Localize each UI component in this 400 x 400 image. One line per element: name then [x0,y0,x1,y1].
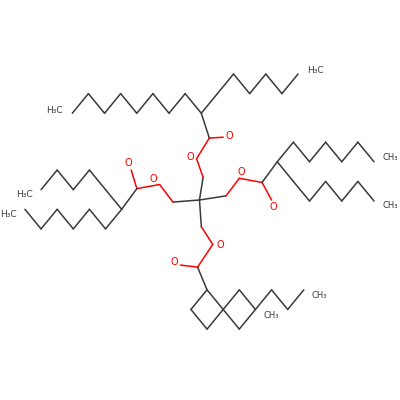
Text: H₃C: H₃C [307,66,324,75]
Text: O: O [216,240,224,250]
Text: O: O [238,167,245,177]
Text: CH₃: CH₃ [312,291,327,300]
Text: CH₃: CH₃ [264,310,279,320]
Text: CH₃: CH₃ [382,153,398,162]
Text: H₃C: H₃C [0,210,17,219]
Text: H₃C: H₃C [46,106,63,114]
Text: O: O [124,158,132,168]
Text: CH₃: CH₃ [382,201,398,210]
Text: O: O [149,174,157,184]
Text: O: O [186,152,194,162]
Text: O: O [170,257,178,267]
Text: H₃C: H₃C [16,190,33,199]
Text: O: O [270,202,277,212]
Text: O: O [226,131,234,141]
